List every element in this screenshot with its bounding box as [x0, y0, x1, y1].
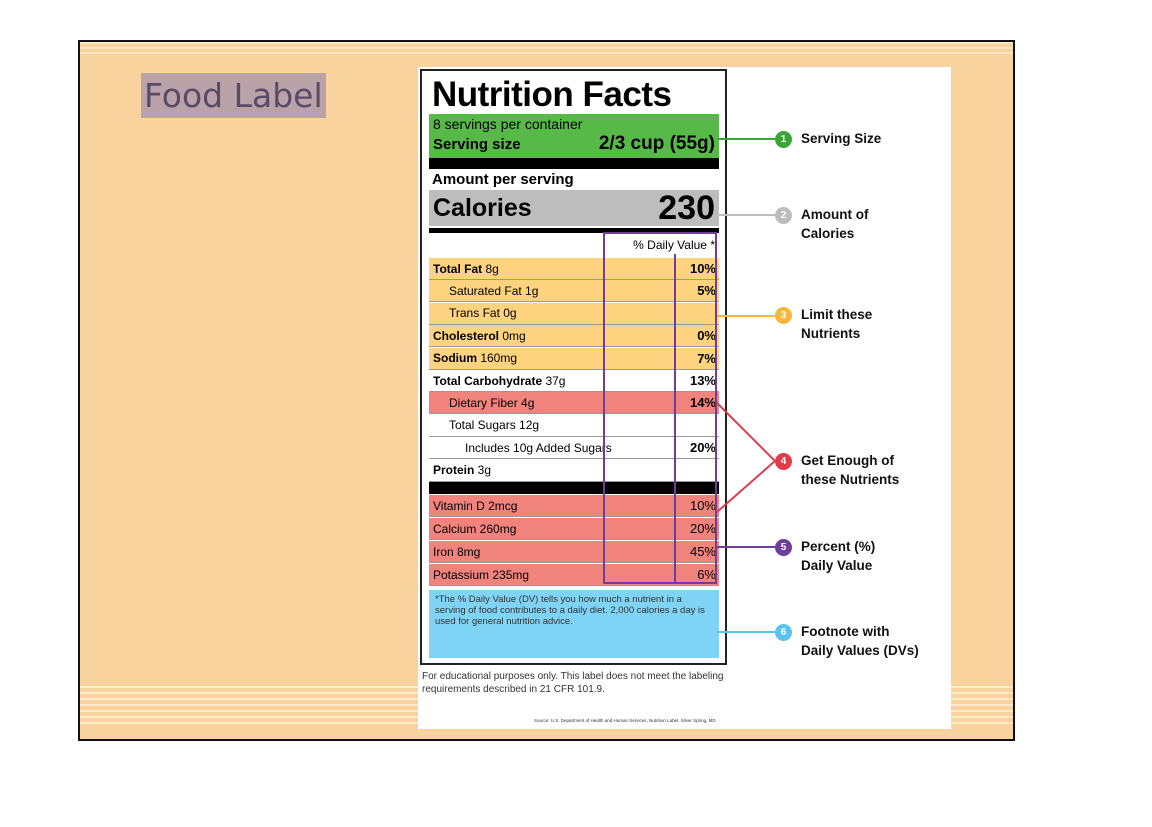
callout-text: Amount of Calories	[801, 205, 868, 243]
callout-number-badge: 4	[775, 453, 792, 470]
servings-per-container: 8 servings per container	[433, 116, 583, 132]
nutrient-daily-value: 5%	[697, 283, 716, 299]
callout-text: Serving Size	[801, 129, 881, 148]
vitamin-name: Calcium 260mg	[433, 521, 517, 536]
callout-line-2: these Nutrients	[801, 472, 900, 487]
serving-size-label: Serving size	[433, 136, 521, 153]
nutrient-name: Cholesterol 0mg	[433, 329, 526, 343]
nutrient-daily-value: 0%	[697, 328, 716, 344]
calories-label: Calories	[433, 193, 532, 222]
nutrient-name: Saturated Fat 1g	[433, 284, 538, 298]
nutrient-amount: 160mg	[477, 351, 518, 366]
callout-number-badge: 6	[775, 624, 792, 641]
callout-text: Percent (%) Daily Value	[801, 537, 875, 575]
callout-line-2: Daily Value	[801, 558, 873, 573]
vitamin-daily-value: 10%	[689, 498, 716, 513]
nutrient-name: Trans Fat 0g	[433, 306, 517, 320]
daily-value-header: % Daily Value *	[633, 238, 715, 252]
nutrient-label: Sodium	[433, 351, 477, 366]
calories-section: Calories 230	[429, 188, 719, 227]
serving-size-value: 2/3 cup (55g)	[598, 133, 715, 154]
nutrient-name: Total Sugars 12g	[433, 418, 539, 432]
callout-text: Limit these Nutrients	[801, 305, 872, 343]
nutrient-amount: 8g	[482, 261, 499, 276]
vitamin-row: Iron 8mg 45%	[429, 541, 719, 563]
callout-number-badge: 3	[775, 307, 792, 324]
daily-value-footnote: *The % Daily Value (DV) tells you how mu…	[429, 590, 719, 658]
nutrition-facts-title: Nutrition Facts	[432, 75, 672, 114]
nutrient-row: Sodium 160mg 7%	[429, 347, 719, 370]
callout-line-2: Calories	[801, 226, 855, 241]
nutrient-daily-value: 14%	[689, 395, 716, 411]
nutrient-name: Dietary Fiber 4g	[433, 396, 534, 410]
nutrient-name: Protein 3g	[433, 463, 491, 477]
nutrient-row: Cholesterol 0mg 0%	[429, 325, 719, 348]
nutrient-daily-value: 13%	[689, 373, 716, 388]
vitamin-daily-value: 45%	[689, 544, 716, 559]
nutrient-row: Trans Fat 0g	[429, 302, 719, 325]
callout-line-1: Get Enough of	[801, 453, 894, 468]
nutrient-name: Sodium 160mg	[433, 351, 517, 365]
callout-line-1: Amount of	[801, 207, 869, 222]
vitamin-daily-value: 6%	[697, 567, 716, 582]
nutrient-amount: 0mg	[499, 328, 526, 343]
nutrient-amount: 3g	[474, 463, 492, 478]
vitamin-row: Calcium 260mg 20%	[429, 518, 719, 540]
serving-size-row: Serving size 2/3 cup (55g)	[433, 133, 715, 155]
educational-note: For educational purposes only. This labe…	[422, 671, 724, 695]
nutrient-label: Total Carbohydrate	[433, 373, 543, 388]
nutrient-label: Total Fat	[433, 261, 483, 276]
source-credit: Source: U.S. Department of Health and Hu…	[534, 718, 716, 723]
nutrient-daily-value: 10%	[689, 261, 716, 276]
nutrient-row: Dietary Fiber 4g 14%	[429, 392, 719, 415]
nutrient-name: Total Carbohydrate 37g	[433, 374, 565, 388]
callout-number-badge: 2	[775, 207, 792, 224]
nutrient-label: Includes 10g Added Sugars	[465, 440, 612, 455]
vitamin-row: Potassium 235mg 6%	[429, 564, 719, 586]
vitamin-name: Iron 8mg	[433, 544, 481, 559]
nutrient-label: Trans Fat 0g	[449, 306, 517, 321]
callout-number-badge: 1	[775, 131, 792, 148]
callout-text: Footnote with Daily Values (DVs)	[801, 622, 919, 660]
nutrient-label: Dietary Fiber 4g	[449, 395, 535, 410]
nutrient-row: Includes 10g Added Sugars 20%	[429, 437, 719, 460]
nutrient-label: Saturated Fat 1g	[449, 283, 539, 298]
nutrient-name: Total Fat 8g	[433, 262, 499, 276]
medium-divider	[429, 228, 719, 233]
calories-value: 230	[658, 188, 715, 227]
nutrient-daily-value: 20%	[689, 440, 716, 456]
vitamin-row: Vitamin D 2mcg 10%	[429, 495, 719, 517]
nutrient-amount: 37g	[542, 373, 566, 388]
callout-line-1: Percent (%)	[801, 539, 876, 554]
callout-text: Get Enough of these Nutrients	[801, 451, 899, 489]
nutrient-row: Protein 3g	[429, 460, 719, 482]
callout-line-1: Limit these	[801, 307, 873, 322]
nutrient-daily-value: 7%	[697, 350, 716, 366]
nutrient-row: Total Carbohydrate 37g 13%	[429, 370, 719, 392]
nutrient-label: Total Sugars 12g	[449, 418, 540, 433]
vitamin-name: Vitamin D 2mcg	[433, 498, 518, 513]
thick-divider	[429, 158, 719, 169]
callout-line-1: Serving Size	[801, 131, 882, 146]
nutrient-row: Total Sugars 12g	[429, 415, 719, 437]
nutrient-label: Cholesterol	[433, 328, 500, 343]
connector-get-enough	[716, 402, 777, 513]
nutrient-row: Saturated Fat 1g 5%	[429, 280, 719, 303]
amount-per-serving: Amount per serving	[432, 171, 574, 188]
nutrient-name: Includes 10g Added Sugars	[433, 441, 612, 455]
nutrition-label: Nutrition Facts 8 servings per container…	[420, 69, 727, 665]
callout-line-2: Daily Values (DVs)	[801, 643, 919, 658]
vitamins-divider	[429, 482, 719, 494]
vitamin-daily-value: 20%	[689, 521, 716, 536]
slide-top-band	[80, 42, 1013, 56]
callout-line-1: Footnote with	[801, 624, 890, 639]
vitamin-name: Potassium 235mg	[433, 567, 530, 582]
nutrient-label: Protein	[433, 463, 475, 478]
callout-line-2: Nutrients	[801, 326, 861, 341]
serving-section: 8 servings per container Serving size 2/…	[429, 114, 719, 158]
callout-number-badge: 5	[775, 539, 792, 556]
slide-title: Food Label	[141, 73, 326, 118]
nutrient-row: Total Fat 8g 10%	[429, 258, 719, 280]
